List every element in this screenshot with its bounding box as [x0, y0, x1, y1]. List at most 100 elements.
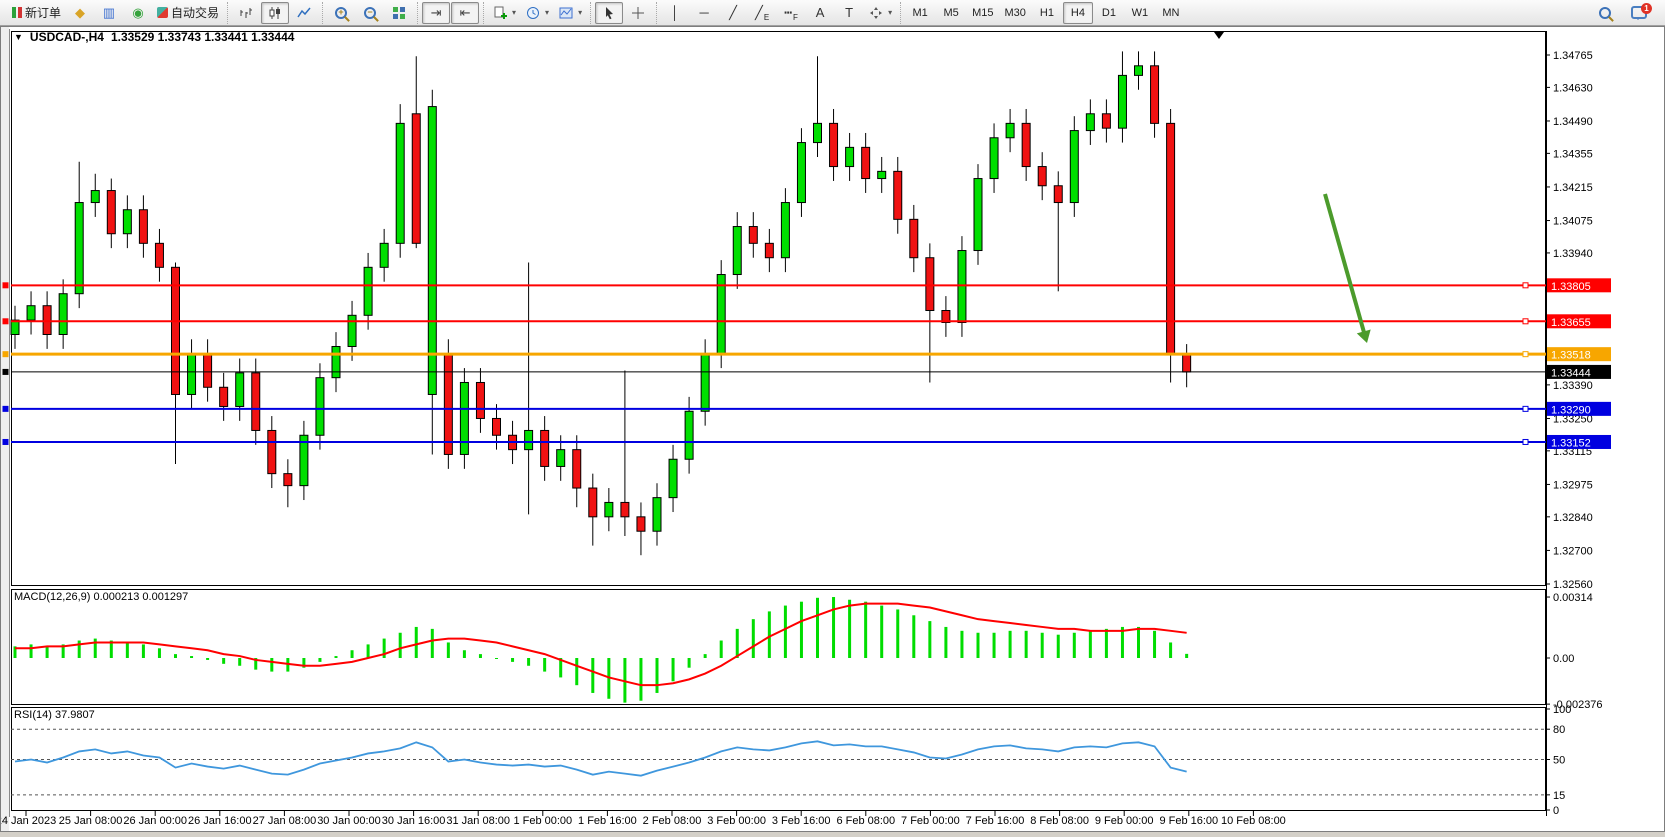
timeframe-m1[interactable]: M1 [912, 6, 928, 19]
fibonacci-button[interactable]: ┅ F [777, 2, 805, 24]
date-label: 27 Jan 08:00 [253, 815, 317, 827]
macd-histogram-bar [1056, 634, 1060, 658]
timeframe-h4[interactable]: H4 [1062, 1, 1093, 24]
market-watch-button[interactable]: ▥ [95, 2, 123, 24]
notifications-button[interactable]: 1 [1625, 2, 1653, 24]
search-button[interactable] [1591, 2, 1619, 24]
candle-body [941, 310, 951, 323]
macd-histogram-bar [13, 646, 17, 658]
macd-indicator-label: MACD(12,26,9) 0.000213 0.001297 [14, 591, 189, 603]
macd-histogram-bar [174, 654, 177, 658]
rsi-tick: 15 [1553, 790, 1565, 802]
text-label-button[interactable]: T [835, 2, 863, 24]
crosshair-icon [630, 5, 646, 21]
macd-histogram-bar [976, 632, 980, 658]
rsi-indicator-label: RSI(14) 37.9807 [14, 709, 95, 721]
arrows-button[interactable]: ▾ [864, 2, 896, 24]
candle-body [1150, 65, 1160, 124]
toolbar-group-3: ⇥ ⇤ [417, 1, 483, 24]
templates-button[interactable]: ▾ [554, 2, 586, 24]
zoom-in-button[interactable]: + [327, 2, 355, 24]
macd-signal-line [15, 602, 1187, 687]
price-tick: 1.34630 [1553, 82, 1593, 94]
trendline-button[interactable]: ╱ [719, 2, 747, 24]
macd-histogram-bar [1008, 630, 1012, 658]
down-arrow-annotation[interactable] [1323, 193, 1367, 336]
hline-handle[interactable] [1522, 318, 1529, 325]
auto-scroll-icon: ⇥ [430, 5, 442, 20]
price-box-label: 1.33290 [1551, 404, 1591, 416]
rsi-tick: 0 [1553, 805, 1559, 817]
macd-histogram-bar [29, 644, 33, 658]
candle-body [716, 274, 726, 355]
macd-histogram-bar [430, 628, 434, 658]
autotrade-button[interactable]: 自动交易 [153, 2, 223, 24]
macd-histogram-bar [928, 621, 932, 658]
macd-histogram-bar [671, 658, 675, 682]
candle-body [411, 113, 421, 244]
zoom-out-button[interactable]: − [356, 2, 384, 24]
candle-body [235, 372, 245, 407]
vertical-line-button[interactable]: │ [661, 2, 689, 24]
macd-histogram-bar [334, 656, 338, 658]
bar-chart-icon [238, 5, 254, 21]
chart-symbol-period: USDCAD-,H4 [29, 30, 104, 44]
candle-body [636, 516, 646, 532]
chart-ohlc-values: 1.33529 1.33743 1.33441 1.33444 [110, 30, 295, 44]
text-button[interactable]: A [806, 2, 834, 24]
macd-histogram-bar [944, 626, 948, 658]
candle-body [1037, 166, 1047, 187]
candle-body [1053, 185, 1063, 204]
new-order-button[interactable]: 新订单 [8, 2, 65, 24]
chart-shift-button[interactable]: ⇤ [451, 1, 480, 24]
periods-button[interactable]: ▾ [521, 2, 553, 24]
macd-histogram-bar [559, 658, 563, 678]
timeframe-mn[interactable]: MN [1162, 6, 1180, 19]
candle-body [925, 257, 935, 312]
price-tick: 1.34765 [1553, 50, 1593, 62]
signals-button[interactable]: ◉ [124, 2, 152, 24]
horizontal-line-button[interactable]: ─ [690, 2, 718, 24]
macd-tick: 0.00314 [1553, 592, 1593, 604]
equidistant-channel-button[interactable]: ╱ E [748, 2, 776, 24]
crosshair-button[interactable] [624, 2, 652, 24]
candlestick-chart-button[interactable] [261, 1, 290, 24]
line-chart-button[interactable] [290, 2, 318, 24]
chart-window: 1.34765 1.34630 1.34490 1.34355 1.34215 1.340… [0, 26, 1665, 832]
price-box-label: 1.33152 [1551, 437, 1591, 449]
hline-handle[interactable] [1522, 438, 1529, 445]
hline-handle[interactable] [1522, 405, 1529, 412]
cursor-button[interactable] [595, 1, 624, 24]
cursor-icon [601, 5, 617, 21]
price-box [1547, 364, 1611, 379]
new-chart-button[interactable]: ▾ [488, 2, 520, 24]
timeframe-d1[interactable]: D1 [1101, 6, 1116, 19]
price-tick: 1.34075 [1553, 216, 1593, 228]
zoom-out-icon: − [364, 6, 377, 19]
timeframe-h1[interactable]: H1 [1039, 6, 1054, 19]
bar-chart-button[interactable] [232, 2, 260, 24]
hline-handle[interactable] [1522, 282, 1529, 289]
charts-icon-icon: ◆ [75, 5, 86, 20]
chart-canvas[interactable]: 1.34765 1.34630 1.34490 1.34355 1.34215 1.340… [1, 27, 1664, 831]
timeframe-m30[interactable]: M30 [1004, 6, 1026, 19]
arrows-icon [868, 5, 884, 21]
charts-icon-button[interactable]: ◆ [66, 2, 94, 24]
candle-body [10, 319, 20, 335]
autotrade-icon [157, 7, 169, 18]
timeframe-m15[interactable]: M15 [972, 6, 994, 19]
hline-handle[interactable] [1522, 351, 1529, 358]
macd-histogram-bar [864, 601, 868, 658]
macd-histogram-bar [254, 658, 258, 670]
chart-shift-marker[interactable] [1214, 32, 1224, 39]
timeframe-w1[interactable]: W1 [1131, 6, 1149, 19]
collapse-triangle-icon[interactable]: ▼ [14, 32, 23, 42]
candle-body [700, 353, 710, 412]
auto-scroll-button[interactable]: ⇥ [422, 1, 451, 24]
equidistant-channel-icon: ╱ [754, 5, 763, 20]
macd-histogram-bar [61, 644, 65, 658]
candle-body [1101, 113, 1111, 129]
chevron-down-icon: ▾ [888, 8, 893, 17]
timeframe-m5[interactable]: M5 [943, 6, 959, 19]
tile-windows-button[interactable] [385, 2, 413, 24]
